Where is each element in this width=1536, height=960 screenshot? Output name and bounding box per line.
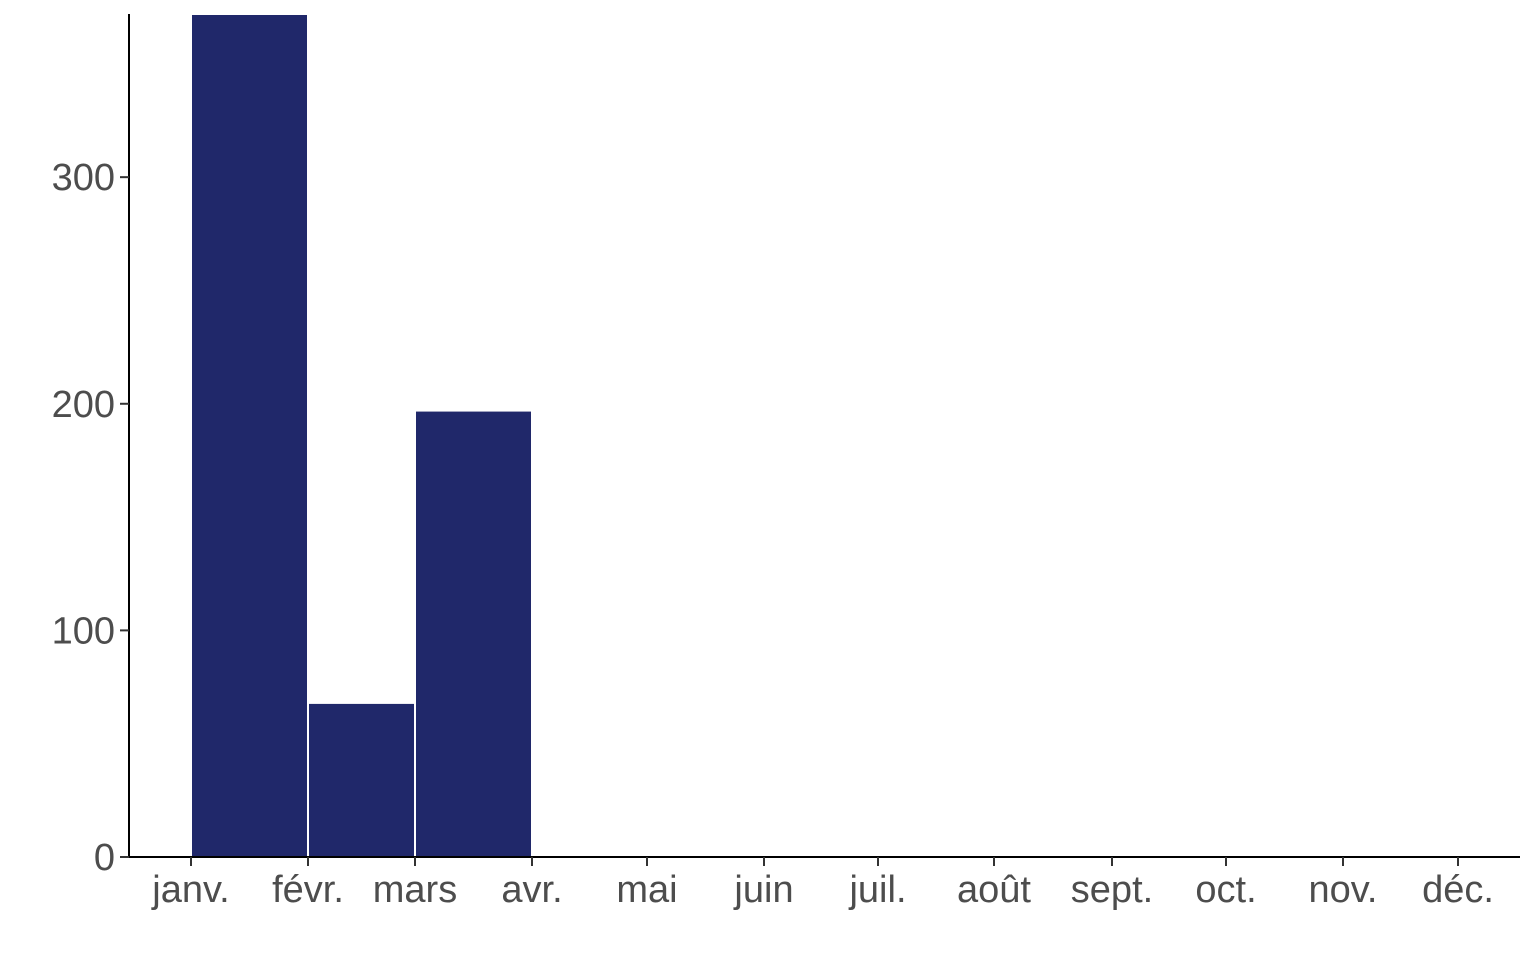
y-tick-label: 200 [52, 384, 115, 426]
x-tick-label: avr. [501, 869, 562, 911]
y-tick-label: 300 [52, 157, 115, 199]
bar-1 [190, 13, 309, 858]
x-tick-label: mai [616, 869, 677, 911]
y-tick-label: 100 [52, 610, 115, 652]
x-tick-label: oct. [1195, 869, 1256, 911]
x-tick-label: déc. [1422, 869, 1494, 911]
x-tick-label: nov. [1308, 869, 1377, 911]
y-axis-ticks: 0 100 200 300 [52, 157, 129, 879]
x-tick-label: févr. [272, 869, 344, 911]
x-axis-ticks: janv. févr. mars avr. mai juin juil. août sept. o… [151, 857, 1494, 911]
x-tick-label: mars [373, 869, 457, 911]
x-tick-label: juin [733, 869, 793, 911]
bar-2 [307, 701, 416, 858]
x-tick-label: sept. [1071, 869, 1153, 911]
y-tick-label: 0 [94, 837, 115, 879]
x-tick-label: août [957, 869, 1031, 911]
bars-group [190, 13, 533, 858]
x-tick-label: juil. [848, 869, 906, 911]
bar-3 [414, 409, 533, 858]
x-tick-label: janv. [151, 869, 229, 911]
